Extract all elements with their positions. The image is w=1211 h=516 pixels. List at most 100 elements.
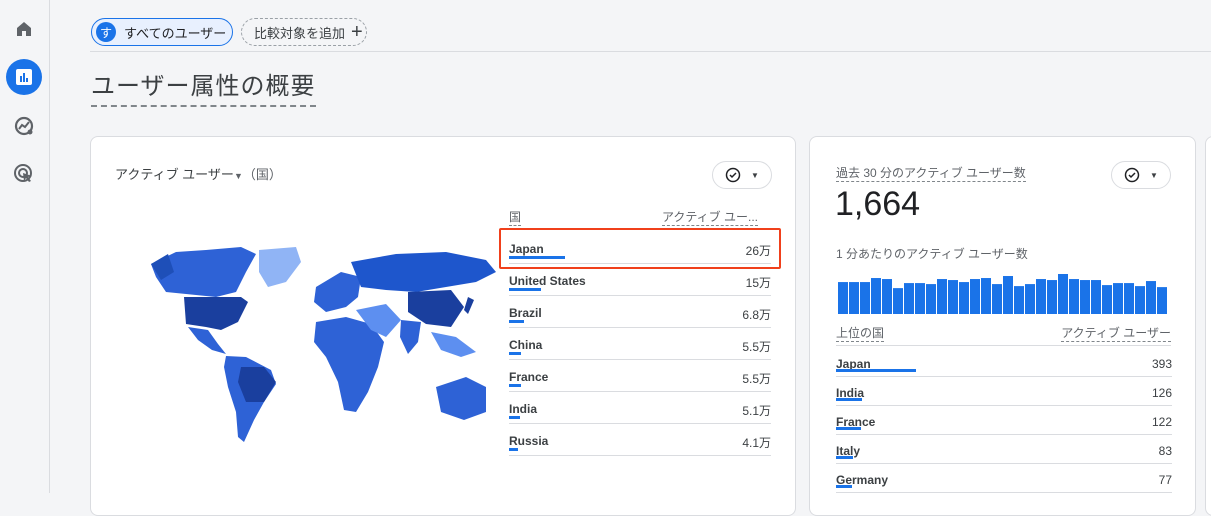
table-row[interactable]: France 122 [836, 406, 1172, 435]
minute-bar[interactable] [1091, 280, 1101, 314]
minute-bar[interactable] [1036, 279, 1046, 314]
target-cursor-icon[interactable] [6, 156, 42, 192]
minute-bar[interactable] [904, 283, 914, 314]
country-value: 5.5万 [742, 340, 771, 354]
table-row[interactable]: India 5.1万 [509, 392, 771, 424]
dimension-label[interactable]: （国） [242, 167, 282, 182]
minute-bar[interactable] [1014, 286, 1024, 314]
table-row[interactable]: Japan 26万 [509, 232, 771, 264]
minute-bar[interactable] [1113, 283, 1123, 314]
map-greenland [259, 247, 301, 287]
dropdown-arrow-icon[interactable]: ▼ [233, 171, 243, 181]
col-users-header[interactable]: アクティブ ユーザー [1061, 326, 1171, 342]
map-southeast-asia [431, 332, 476, 357]
minute-bar[interactable] [838, 282, 848, 314]
minute-bar[interactable] [1124, 283, 1134, 314]
map-brazil [238, 367, 276, 402]
map-alaska [151, 254, 174, 280]
divider [836, 345, 1171, 346]
explore-trend-icon[interactable] [6, 108, 42, 144]
share-bar [836, 485, 852, 488]
add-comparison-button[interactable]: 比較対象を追加 + [241, 18, 367, 46]
home-icon[interactable] [6, 11, 42, 47]
minute-bar[interactable] [1003, 276, 1013, 314]
share-bar [509, 256, 565, 259]
minute-bar[interactable] [926, 284, 936, 314]
share-bar [836, 369, 916, 372]
country-name: India [509, 402, 538, 416]
minute-bar[interactable] [992, 284, 1002, 314]
share-bar [509, 352, 521, 355]
per-minute-bar-chart [838, 274, 1167, 314]
minute-bar[interactable] [1102, 285, 1112, 314]
map-russia [351, 252, 496, 292]
plus-icon: + [351, 20, 363, 43]
table-row[interactable]: China 5.5万 [509, 328, 771, 360]
map-canada [151, 247, 256, 297]
minute-bar[interactable] [849, 282, 859, 314]
country-value: 5.1万 [742, 404, 771, 418]
minute-bar[interactable] [1047, 280, 1057, 314]
bar-chart-icon[interactable] [6, 59, 42, 95]
share-bar [509, 320, 524, 323]
country-value: 26万 [745, 244, 771, 258]
country-name: China [509, 338, 543, 352]
segment-avatar: す [96, 22, 116, 42]
minute-bar[interactable] [1069, 279, 1079, 314]
minute-bar[interactable] [1157, 287, 1167, 314]
minute-bar[interactable] [1135, 286, 1145, 314]
sidebar [0, 0, 50, 493]
country-value: 83 [1158, 444, 1172, 458]
minute-bar[interactable] [882, 279, 892, 314]
map-japan [464, 297, 474, 314]
minute-bar[interactable] [948, 280, 958, 314]
map-australia [436, 377, 486, 420]
country-name: Brazil [509, 306, 542, 320]
segment-chip-all-users[interactable]: す すべてのユーザー [91, 18, 233, 46]
minute-bar[interactable] [937, 279, 947, 314]
country-value: 4.1万 [742, 436, 771, 450]
country-name: Russia [509, 434, 549, 448]
minute-bar[interactable] [1058, 274, 1068, 314]
realtime-title[interactable]: 過去 30 分のアクティブ ユーザー数 [836, 166, 1026, 182]
table-row[interactable]: Brazil 6.8万 [509, 296, 771, 328]
share-bar [509, 288, 542, 291]
minute-bar[interactable] [915, 283, 925, 314]
col-country-header[interactable]: 国 [509, 210, 522, 226]
compare-options-button[interactable]: ▼ [712, 161, 772, 189]
world-map[interactable] [146, 242, 506, 452]
col-users-header[interactable]: アクティブ ユー... [662, 210, 759, 226]
country-name: Italy [836, 444, 861, 458]
col-country-header[interactable]: 上位の国 [836, 326, 885, 342]
table-row[interactable]: Germany 77 [836, 464, 1172, 493]
table-row[interactable]: India 126 [836, 377, 1172, 406]
table-row[interactable]: Russia 4.1万 [509, 424, 771, 456]
table-row[interactable]: United States 15万 [509, 264, 771, 296]
share-bar [509, 448, 518, 451]
minute-bar[interactable] [1146, 281, 1156, 314]
country-name: France [509, 370, 549, 384]
minute-bar[interactable] [860, 282, 870, 314]
country-name: Japan [509, 242, 544, 256]
minute-bar[interactable] [970, 279, 980, 314]
minute-bar[interactable] [871, 278, 881, 314]
realtime-card: 過去 30 分のアクティブ ユーザー数 1,664 ▼ 1 分あたりのアクティブ… [809, 136, 1196, 516]
minute-bar[interactable] [1025, 284, 1035, 314]
metric-selector[interactable]: アクティブ ユーザー [115, 167, 234, 182]
map-usa [184, 297, 248, 330]
table-row[interactable]: Japan 393 [836, 348, 1172, 377]
check-circle-icon [1124, 167, 1140, 183]
table-row[interactable]: France 5.5万 [509, 360, 771, 392]
country-value: 5.5万 [742, 372, 771, 386]
minute-bar[interactable] [1080, 280, 1090, 314]
table-row[interactable]: Italy 83 [836, 435, 1172, 464]
country-value: 126 [1151, 386, 1172, 400]
minute-bar[interactable] [893, 288, 903, 314]
minute-bar[interactable] [959, 282, 969, 314]
country-name: United States [509, 274, 586, 288]
highlight-box [499, 228, 781, 269]
compare-options-button[interactable]: ▼ [1111, 161, 1171, 189]
map-africa [314, 317, 384, 412]
minute-bar[interactable] [981, 278, 991, 314]
map-india [400, 320, 421, 354]
